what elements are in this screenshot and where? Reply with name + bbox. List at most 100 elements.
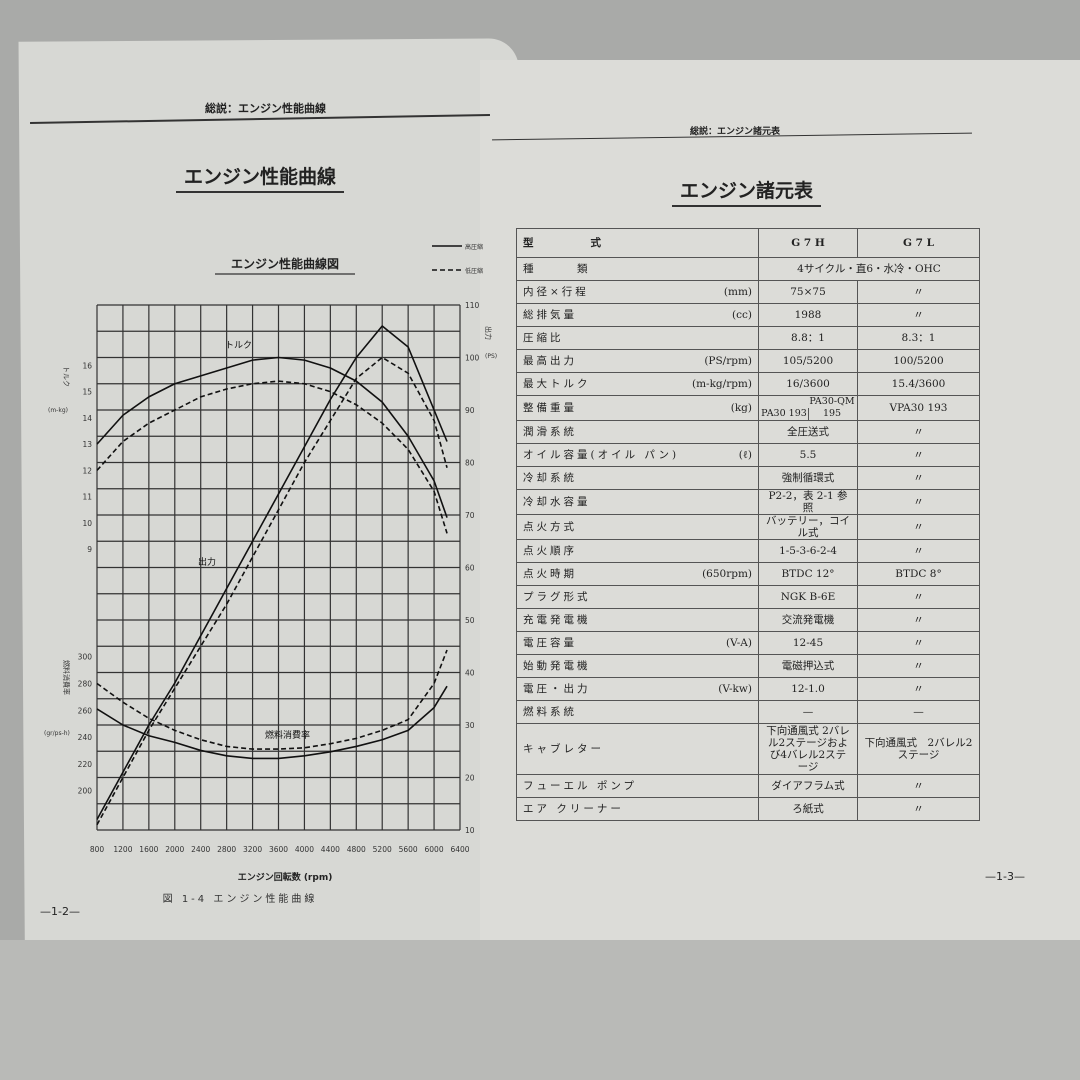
row-unit: (V-kw) xyxy=(718,683,752,695)
cell-g7h: 1988 xyxy=(758,303,858,327)
row-label-text: 点火時期 xyxy=(523,568,577,580)
cell-g7h: 交流発電機 xyxy=(758,608,858,632)
row-unit: (650rpm) xyxy=(702,568,752,580)
cell-g7h: 全圧送式 xyxy=(758,420,858,444)
table-row: 潤滑系統 全圧送式〃 xyxy=(516,420,980,444)
x-tick-label: 2000 xyxy=(165,845,184,854)
row-label: 点火順序 xyxy=(516,539,759,563)
cell-g7h: 12-1.0 xyxy=(758,677,858,701)
cell-g7l: 〃 xyxy=(857,489,980,515)
table-row: 充電発電機 交流発電機〃 xyxy=(516,608,980,632)
row-label: 最大トルク (m-kg/rpm) xyxy=(516,372,759,396)
header-g7h: G 7 H xyxy=(758,228,858,258)
row-label-text: 電圧・出力 xyxy=(523,683,591,695)
row-label-text: 電圧容量 xyxy=(523,637,577,649)
table-row: 整備重量 (kg) PA30 193PA30-QM 195 VPA30 193 xyxy=(516,395,980,421)
fuel-tick-label: 200 xyxy=(78,787,93,796)
table-row: 種 類 4サイクル・直6・水冷・OHC xyxy=(516,257,980,281)
torque-tick-label: 11 xyxy=(82,493,92,502)
table-row: 点火順序 1-5-3-6-2-4 〃 xyxy=(516,539,980,563)
right-running-header: 総説：エンジン諸元表 xyxy=(690,127,781,137)
power-tick-label: 110 xyxy=(465,301,480,310)
torque-tick-label: 15 xyxy=(82,388,92,397)
left-running-header: 総説：エンジン性能曲線 xyxy=(205,102,326,115)
x-tick-label: 2800 xyxy=(217,845,236,854)
torque-curve-label: トルク xyxy=(225,340,252,351)
cell-g7h-sub: PA30 193 xyxy=(761,408,809,420)
table-row: オイル容量(オイル パン) (ℓ) 5.5 〃 xyxy=(516,443,980,467)
cell-g7h: 5.5 xyxy=(758,443,858,467)
cell-g7h: 12-45 xyxy=(758,631,858,655)
row-label: オイル容量(オイル パン) (ℓ) xyxy=(516,443,759,467)
x-tick-label: 6400 xyxy=(450,845,469,854)
power-tick-label: 60 xyxy=(465,564,475,573)
row-label-text: 内径×行程 xyxy=(523,286,589,298)
row-label-text: 種 類 xyxy=(523,263,591,275)
x-tick-label: 6000 xyxy=(425,845,444,854)
table-row: プラグ形式 NGK B-6E 〃 xyxy=(516,585,980,609)
row-label: 最高出力 (PS/rpm) xyxy=(516,349,759,373)
row-unit: (kg) xyxy=(730,402,752,414)
fuel-axis-unit: (gr/ps-h) xyxy=(44,730,70,737)
table-row: 圧縮比 8.8：1 8.3：1 xyxy=(516,326,980,350)
torque-axis-unit: (m-kg) xyxy=(48,407,68,414)
legend-label: 高圧縮 xyxy=(465,243,483,251)
row-label: プラグ形式 xyxy=(516,585,759,609)
header-g7l: G 7 L xyxy=(857,228,980,258)
torque-axis-label: トルク xyxy=(62,366,70,387)
row-label: 電圧容量 (V-A) xyxy=(516,631,759,655)
cell-g7h: 下向通風式 2バレル2ステージおよび4バレル2ステージ xyxy=(758,723,858,775)
fuel-dashed-curve xyxy=(96,649,448,750)
row-label-text: 始動発電機 xyxy=(523,660,591,672)
fuel-axis-label: 燃料消費率 xyxy=(62,660,71,695)
power-tick-label: 40 xyxy=(465,669,475,678)
table-row: 点火方式 バッテリー，コイル式〃 xyxy=(516,514,980,540)
torque-tick-label: 9 xyxy=(87,545,92,554)
cell-g7h: 強制循環式 xyxy=(758,466,858,490)
right-page-number: —1-3— xyxy=(985,870,1025,883)
chart-title: エンジン性能曲線図 xyxy=(231,256,339,271)
row-label: 総排気量 (cc) xyxy=(516,303,759,327)
row-label: 冷却系統 xyxy=(516,466,759,490)
cell-g7l: BTDC 8° xyxy=(857,562,980,586)
table-row: 最高出力 (PS/rpm) 105/5200 100/5200 xyxy=(516,349,980,373)
torque-tick-label: 13 xyxy=(82,440,92,449)
row-label-text: 最大トルク xyxy=(523,378,591,390)
fuel-tick-label: 240 xyxy=(78,733,93,742)
x-tick-label: 4800 xyxy=(347,845,366,854)
row-label-text: フューエル ポンプ xyxy=(523,780,638,792)
x-tick-label: 4400 xyxy=(321,845,340,854)
torque-tick-label: 16 xyxy=(82,361,92,370)
cell-g7l: 〃 xyxy=(857,631,980,655)
power-axis-unit: (PS) xyxy=(485,353,497,360)
cell-g7l: 〃 xyxy=(857,514,980,540)
x-tick-label: 5200 xyxy=(373,845,392,854)
power-tick-label: 10 xyxy=(465,826,475,835)
row-unit: (cc) xyxy=(732,309,752,321)
table-row: 始動発電機 電磁押込式〃 xyxy=(516,654,980,678)
fuel-solid-curve xyxy=(96,685,448,760)
cell-g7l: 15.4/3600 xyxy=(857,372,980,396)
fuel-tick-label: 280 xyxy=(78,679,93,688)
row-label-text: 冷却系統 xyxy=(523,472,577,484)
row-label: 燃料系統 xyxy=(516,700,759,724)
row-label: エア クリーナー xyxy=(516,797,759,821)
torque-tick-label: 12 xyxy=(82,466,92,475)
power-dashed-curve xyxy=(96,356,448,826)
x-tick-label: 5600 xyxy=(399,845,418,854)
cell-g7l: 下向通風式 2バレル2ステージ xyxy=(857,723,980,775)
table-row: 冷却系統 強制循環式〃 xyxy=(516,466,980,490)
x-tick-label: 1200 xyxy=(113,845,132,854)
cell-g7h: PA30 193PA30-QM 195 xyxy=(758,395,858,421)
row-label: フューエル ポンプ xyxy=(516,774,759,798)
fuel-tick-label: 220 xyxy=(78,760,93,769)
cell-g7l: 〃 xyxy=(857,420,980,444)
row-label: 潤滑系統 xyxy=(516,420,759,444)
table-row: 冷却水容量 P2-2，表 2-1 参照〃 xyxy=(516,489,980,515)
x-tick-label: 3600 xyxy=(269,845,288,854)
row-unit: (m-kg/rpm) xyxy=(691,378,752,390)
row-label: 始動発電機 xyxy=(516,654,759,678)
cell-g7l: 〃 xyxy=(857,608,980,632)
cell-g7h: BTDC 12° xyxy=(758,562,858,586)
